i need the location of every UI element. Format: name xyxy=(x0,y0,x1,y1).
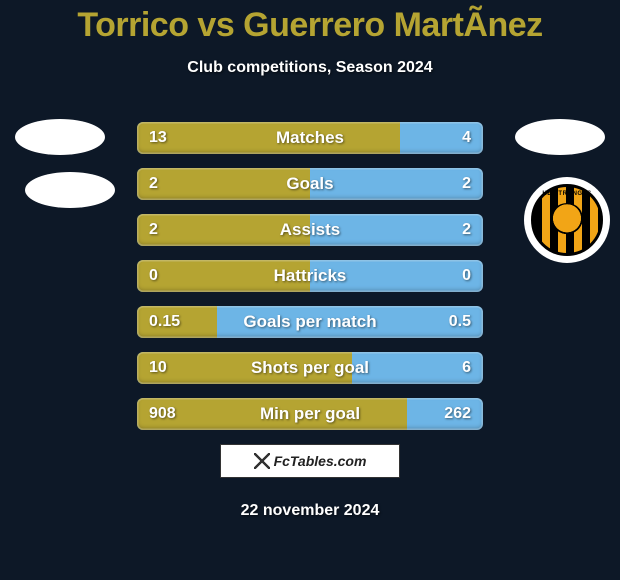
stat-bar-row: 13 Matches 4 xyxy=(137,122,483,154)
season-subtitle: Club competitions, Season 2024 xyxy=(0,59,620,77)
player2-club-badge: HE STRONGES xyxy=(524,177,610,263)
comparison-title: Torrico vs Guerrero MartÃ­nez xyxy=(0,0,620,45)
stat-bar-left-fill xyxy=(137,168,310,200)
stat-bar-left-value: 0 xyxy=(149,267,158,285)
stat-bar-label: Assists xyxy=(280,220,340,240)
stat-bar-right-value: 0 xyxy=(462,267,471,285)
stat-bar-row: 0.15 Goals per match 0.5 xyxy=(137,306,483,338)
player1-emblem-1 xyxy=(15,119,105,155)
stat-bar-right-value: 2 xyxy=(462,221,471,239)
stat-bar-right-value: 4 xyxy=(462,129,471,147)
stat-bar-row: 0 Hattricks 0 xyxy=(137,260,483,292)
stat-bar-right-value: 262 xyxy=(444,405,471,423)
stat-bar-left-value: 2 xyxy=(149,175,158,193)
date-label: 22 november 2024 xyxy=(0,502,620,520)
club-badge-text: HE STRONGES xyxy=(534,191,600,197)
stat-bars-container: 13 Matches 4 2 Goals 2 2 Assists 2 0 Hattricks 0 0.1… xyxy=(137,122,483,444)
stat-bar-label: Min per goal xyxy=(260,404,360,424)
stat-bar-left-value: 0.15 xyxy=(149,313,180,331)
player2-emblem-1 xyxy=(515,119,605,155)
stat-bar-row: 2 Goals 2 xyxy=(137,168,483,200)
stat-bar-left-fill xyxy=(137,122,400,154)
fctables-logo-text: FcTables.com xyxy=(274,453,367,469)
stat-bar-right-value: 0.5 xyxy=(449,313,471,331)
stat-bar-row: 2 Assists 2 xyxy=(137,214,483,246)
stat-bar-right-value: 2 xyxy=(462,175,471,193)
stat-bar-left-value: 908 xyxy=(149,405,176,423)
stat-bar-label: Hattricks xyxy=(274,266,347,286)
tiger-icon xyxy=(550,203,584,237)
stat-bar-row: 908 Min per goal 262 xyxy=(137,398,483,430)
stat-bar-label: Shots per goal xyxy=(251,358,369,378)
player1-emblem-2 xyxy=(25,172,115,208)
fctables-logo: FcTables.com xyxy=(220,444,400,478)
stat-bar-label: Goals per match xyxy=(243,312,376,332)
stat-bar-left-value: 13 xyxy=(149,129,167,147)
stat-bar-label: Matches xyxy=(276,128,344,148)
fctables-logo-icon xyxy=(254,453,270,469)
stat-bar-row: 10 Shots per goal 6 xyxy=(137,352,483,384)
stat-bar-left-value: 2 xyxy=(149,221,158,239)
stat-bar-left-value: 10 xyxy=(149,359,167,377)
stat-bar-right-value: 6 xyxy=(462,359,471,377)
stat-bar-label: Goals xyxy=(286,174,333,194)
